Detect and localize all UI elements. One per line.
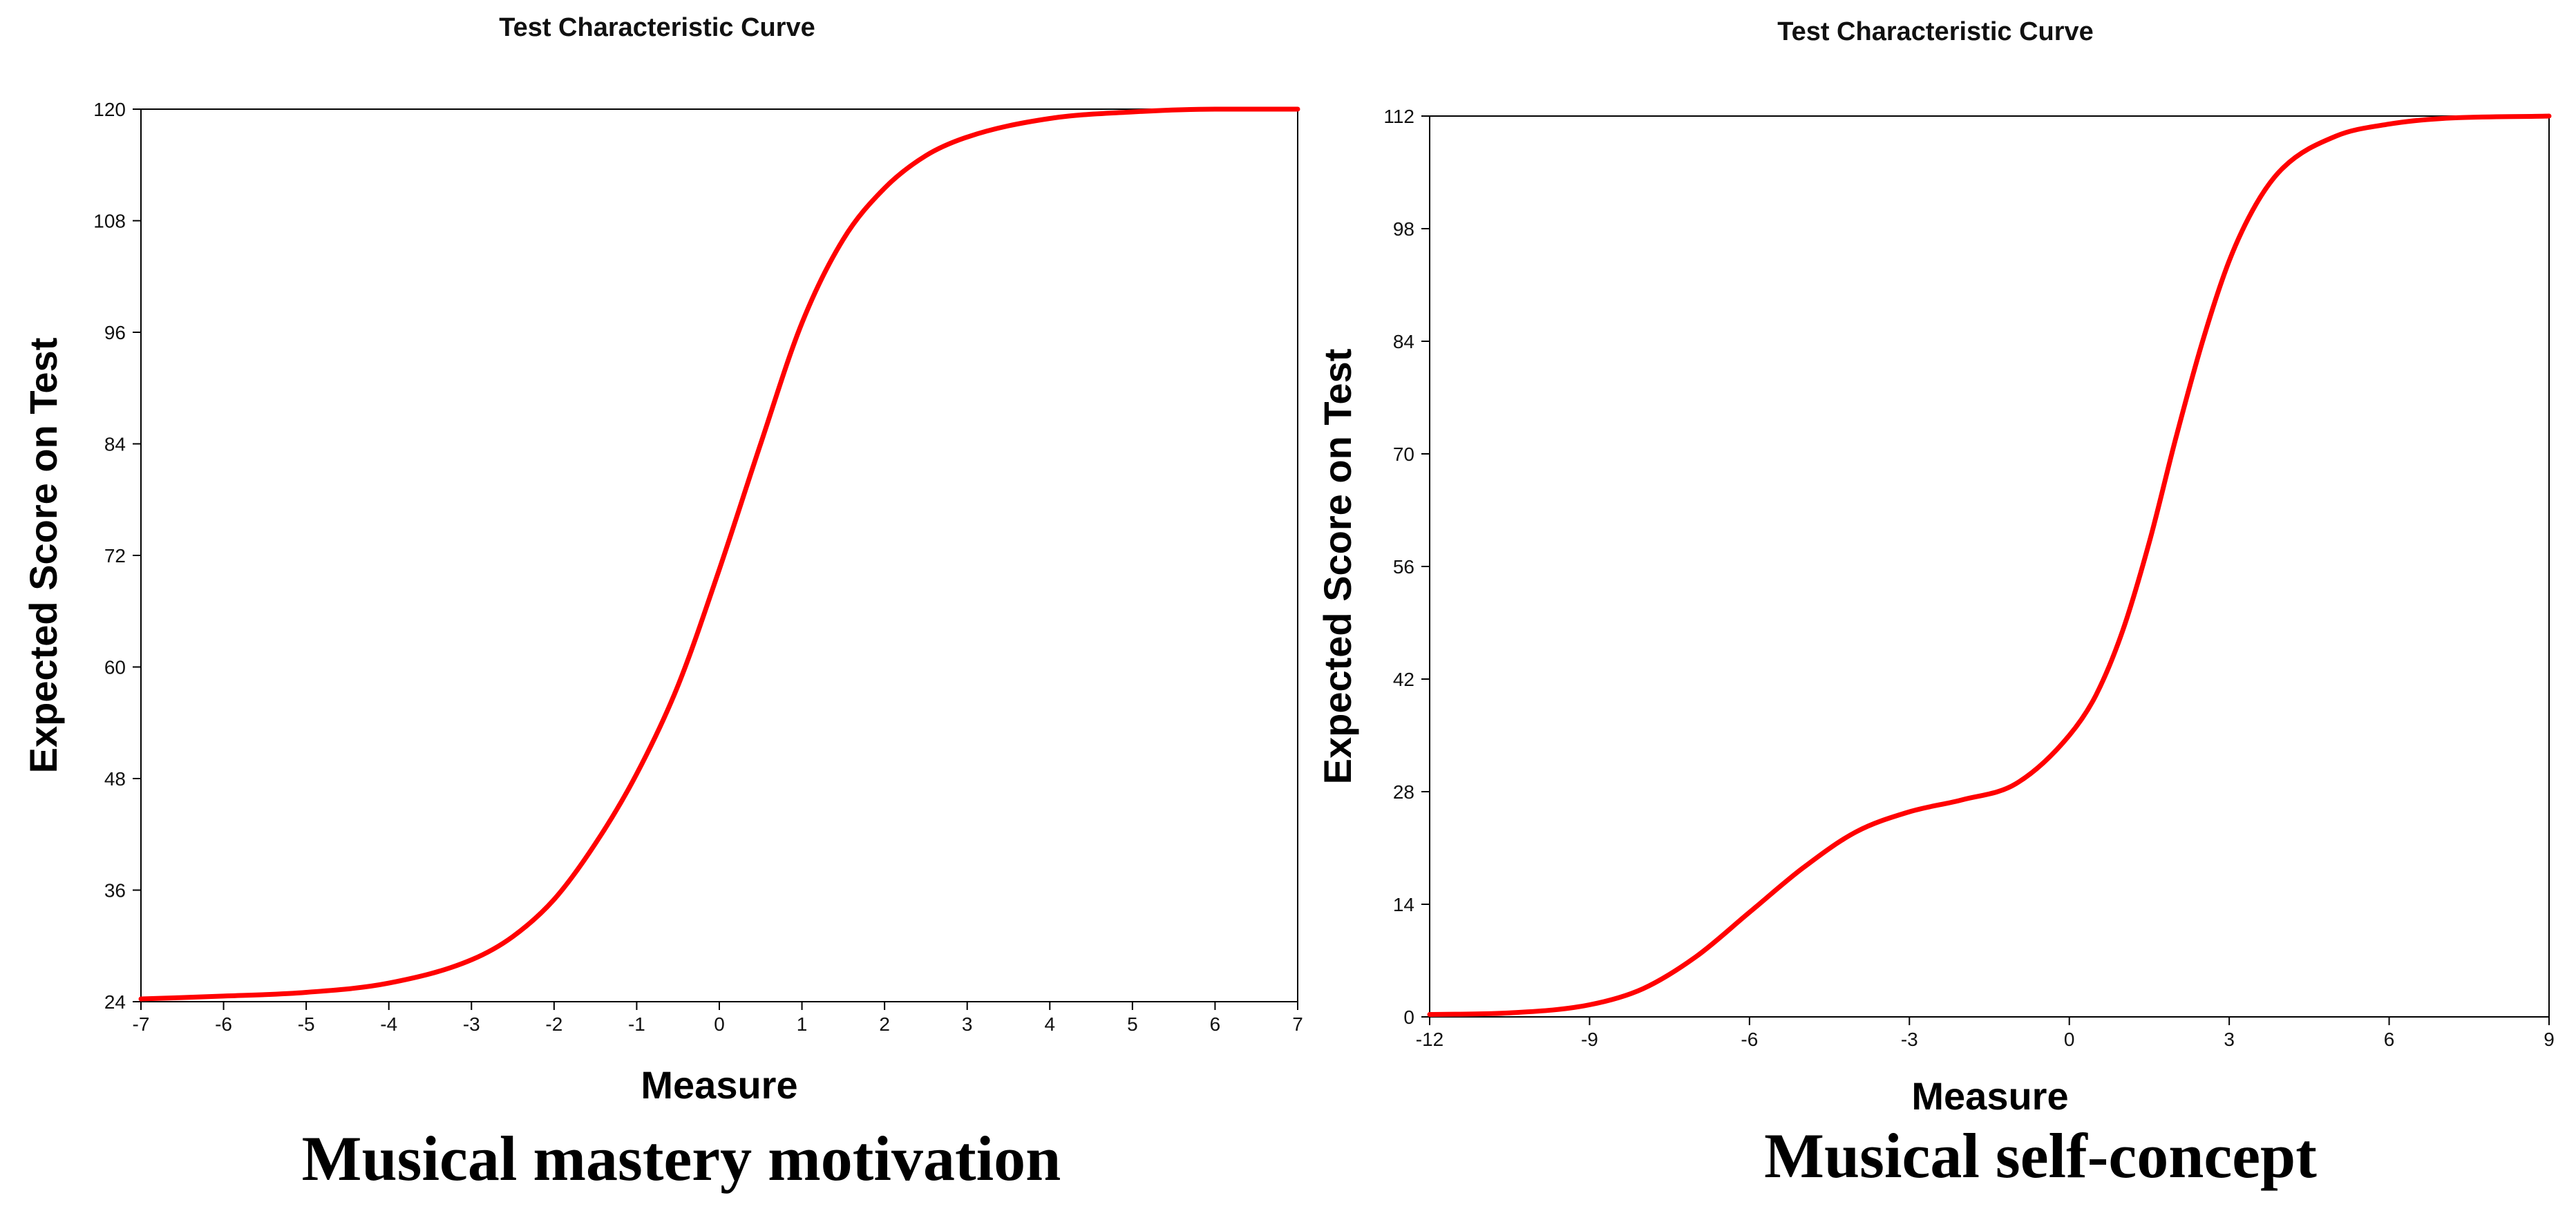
chart-left-y-ticks: 24 36 48 60 72 84 96 108 120 (93, 99, 141, 1013)
x-tick-label: -9 (1581, 1029, 1598, 1050)
x-tick-label: -2 (545, 1013, 562, 1035)
y-tick-label: 42 (1393, 669, 1414, 690)
x-tick-label: 5 (1127, 1013, 1138, 1035)
x-tick-label: 2 (879, 1013, 890, 1035)
y-tick-label: 70 (1393, 444, 1414, 465)
x-tick-label: 0 (714, 1013, 725, 1035)
y-tick-label: 56 (1393, 556, 1414, 578)
x-tick-label: 9 (2544, 1029, 2555, 1050)
y-tick-label: 84 (1393, 331, 1414, 352)
chart-right: Test Characteristic Curve -12 -9 -6 -3 0 3 6 9 … (1316, 17, 2555, 1191)
x-tick-label: -3 (463, 1013, 480, 1035)
y-tick-label: 28 (1393, 781, 1414, 803)
y-tick-label: 48 (104, 768, 126, 790)
y-tick-label: 120 (93, 99, 126, 120)
x-tick-label: -6 (215, 1013, 232, 1035)
chart-right-x-label: Measure (1911, 1074, 2068, 1118)
x-tick-label: 3 (962, 1013, 973, 1035)
chart-left-y-label: Expected Score on Test (21, 338, 65, 774)
chart-right-y-label: Expected Score on Test (1316, 349, 1359, 785)
x-tick-label: -5 (298, 1013, 315, 1035)
chart-left-x-label: Measure (641, 1063, 797, 1107)
chart-left-title: Test Characteristic Curve (499, 13, 815, 42)
y-tick-label: 98 (1393, 218, 1414, 240)
chart-right-x-ticks: -12 -9 -6 -3 0 3 6 9 (1416, 1017, 2555, 1050)
y-tick-label: 112 (1383, 106, 1414, 127)
y-tick-label: 60 (104, 657, 126, 678)
y-tick-label: 14 (1393, 894, 1414, 915)
x-tick-label: -6 (1741, 1029, 1758, 1050)
chart-right-curve (1427, 113, 2552, 1017)
x-tick-label: -3 (1901, 1029, 1918, 1050)
y-tick-label: 36 (104, 880, 126, 902)
y-tick-label: 96 (104, 322, 126, 343)
chart-left-x-ticks: -7 -6 -5 -4 -3 -2 -1 0 1 2 3 4 5 6 7 (133, 1002, 1303, 1035)
x-tick-label: 3 (2224, 1029, 2235, 1050)
y-tick-label: 84 (104, 434, 126, 455)
chart-right-caption: Musical self-concept (1764, 1121, 2317, 1191)
x-tick-label: 0 (2064, 1029, 2075, 1050)
chart-right-plot-area (1429, 115, 2550, 1018)
chart-left-plot-area (140, 108, 1298, 1002)
y-tick-label: 0 (1403, 1007, 1414, 1028)
y-tick-label: 72 (104, 545, 126, 566)
x-tick-label: -7 (133, 1013, 150, 1035)
x-tick-label: 7 (1292, 1013, 1303, 1035)
x-tick-label: -4 (380, 1013, 397, 1035)
chart-left-caption: Musical mastery motivation (302, 1123, 1061, 1194)
chart-right-title: Test Characteristic Curve (1777, 17, 2094, 46)
y-tick-label: 108 (93, 211, 126, 232)
x-tick-label: 6 (2384, 1029, 2395, 1050)
chart-left: Test Characteristic Curve -7 -6 -5 -4 -3 -2 -1… (21, 13, 1303, 1194)
x-tick-label: 6 (1210, 1013, 1221, 1035)
chart-right-y-ticks: 0 14 28 42 56 70 84 98 112 (1383, 106, 1430, 1028)
x-tick-label: 1 (797, 1013, 808, 1035)
y-tick-label: 24 (104, 991, 126, 1013)
chart-left-curve (138, 106, 1300, 1002)
x-tick-label: -1 (628, 1013, 645, 1035)
x-tick-label: 4 (1044, 1013, 1055, 1035)
x-tick-label: -12 (1416, 1029, 1443, 1050)
